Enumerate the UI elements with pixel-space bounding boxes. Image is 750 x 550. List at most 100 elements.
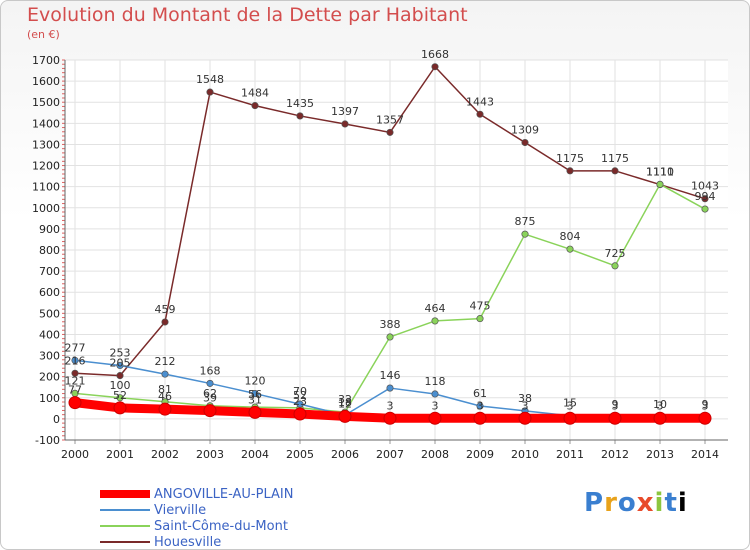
legend-label-saint-come: Saint-Côme-du-Mont bbox=[154, 518, 288, 534]
legend-label-angoville: ANGOVILLE-AU-PLAIN bbox=[154, 486, 294, 502]
legend-item-saint-come: Saint-Côme-du-Mont bbox=[100, 518, 293, 534]
y-tick-label: 200 bbox=[39, 371, 60, 384]
chart-title: Evolution du Montant de la Dette par Hab… bbox=[27, 4, 468, 26]
data-label-angoville: 3 bbox=[522, 399, 529, 412]
legend-swatch-houesville bbox=[100, 541, 150, 543]
x-tick-label: 2000 bbox=[61, 448, 89, 461]
data-point-houesville bbox=[566, 167, 574, 175]
data-label-houesville: 216 bbox=[65, 354, 86, 367]
y-tick-label: 1200 bbox=[32, 160, 60, 173]
x-tick-label: 2001 bbox=[106, 448, 134, 461]
data-point-houesville bbox=[341, 120, 349, 128]
x-tick-label: 2012 bbox=[601, 448, 629, 461]
x-tick-label: 2005 bbox=[286, 448, 314, 461]
legend-swatch-vierville bbox=[100, 509, 150, 511]
data-label-houesville: 205 bbox=[110, 357, 131, 370]
data-point-angoville bbox=[248, 405, 262, 419]
data-label-angoville: 3 bbox=[702, 399, 709, 412]
data-label-houesville: 1435 bbox=[286, 97, 314, 110]
data-label-saint-come: 100 bbox=[110, 379, 131, 392]
data-label-saint-come: 1111 bbox=[646, 165, 674, 178]
y-tick-label: 1100 bbox=[32, 181, 60, 194]
x-tick-label: 2009 bbox=[466, 448, 494, 461]
data-point-houesville bbox=[251, 102, 259, 110]
data-label-angoville: 3 bbox=[477, 399, 484, 412]
data-label-houesville: 1043 bbox=[691, 180, 719, 193]
data-point-vierville bbox=[116, 361, 124, 370]
x-tick-label: 2010 bbox=[511, 448, 539, 461]
data-label-vierville: 253 bbox=[110, 346, 131, 359]
data-label-houesville: 1668 bbox=[421, 48, 449, 61]
data-label-vierville: 120 bbox=[245, 375, 266, 388]
data-label-saint-come: 62 bbox=[203, 387, 217, 400]
y-tick-label: 600 bbox=[39, 286, 60, 299]
data-point-angoville bbox=[608, 411, 622, 425]
data-point-houesville bbox=[611, 167, 619, 175]
data-label-vierville: 61 bbox=[473, 387, 487, 400]
data-label-vierville: 9 bbox=[702, 398, 709, 411]
data-label-vierville: 168 bbox=[200, 364, 221, 377]
data-point-angoville bbox=[203, 404, 217, 418]
legend-item-vierville: Vierville bbox=[100, 502, 293, 518]
data-label-angoville: 31 bbox=[248, 393, 262, 406]
data-point-houesville bbox=[116, 372, 124, 380]
y-tick-label: -100 bbox=[35, 434, 60, 447]
x-tick-label: 2002 bbox=[151, 448, 179, 461]
y-tick-label: 1400 bbox=[32, 117, 60, 130]
legend-swatch-angoville bbox=[100, 490, 150, 498]
data-label-saint-come: 475 bbox=[470, 300, 491, 313]
y-tick-label: 400 bbox=[39, 328, 60, 341]
data-point-houesville bbox=[521, 138, 529, 147]
data-point-angoville bbox=[473, 411, 487, 425]
data-point-vierville bbox=[476, 402, 484, 410]
legend-item-angoville: ANGOVILLE-AU-PLAIN bbox=[100, 486, 293, 502]
data-label-saint-come: 875 bbox=[515, 215, 536, 228]
y-tick-label: 300 bbox=[39, 350, 60, 363]
legend-swatch-saint-come bbox=[100, 525, 150, 527]
data-point-saint-come bbox=[476, 315, 484, 323]
data-point-angoville bbox=[383, 411, 397, 425]
data-label-angoville: 3 bbox=[657, 399, 664, 412]
data-point-angoville bbox=[428, 411, 442, 425]
data-point-angoville bbox=[518, 411, 532, 425]
data-label-houesville: 1110 bbox=[646, 166, 674, 179]
data-label-saint-come: 56 bbox=[248, 388, 262, 401]
x-tick-label: 2007 bbox=[376, 448, 404, 461]
y-tick-label: 700 bbox=[39, 265, 60, 278]
data-label-angoville: 12 bbox=[338, 397, 352, 410]
data-label-angoville: 52 bbox=[113, 389, 127, 402]
data-point-houesville bbox=[161, 318, 169, 326]
data-point-houesville bbox=[206, 88, 214, 96]
legend-label-houesville: Houesville bbox=[154, 534, 222, 550]
data-point-houesville bbox=[296, 112, 304, 120]
data-point-saint-come bbox=[656, 180, 664, 188]
data-point-vierville bbox=[161, 370, 169, 378]
data-label-saint-come: 464 bbox=[425, 302, 446, 315]
chart-subtitle: (en €) bbox=[27, 28, 60, 41]
data-point-vierville bbox=[296, 400, 304, 408]
data-point-angoville bbox=[158, 402, 172, 416]
data-point-angoville bbox=[68, 396, 82, 410]
x-tick-label: 2006 bbox=[331, 448, 359, 461]
x-tick-label: 2004 bbox=[241, 448, 269, 461]
data-label-angoville: 77 bbox=[68, 384, 82, 397]
x-tick-label: 2011 bbox=[556, 448, 584, 461]
y-tick-label: 1500 bbox=[32, 96, 60, 109]
legend-label-vierville: Vierville bbox=[154, 502, 207, 518]
x-tick-label: 2014 bbox=[691, 448, 719, 461]
proxiti-logo: Proxiti bbox=[584, 488, 688, 518]
data-label-angoville: 3 bbox=[612, 399, 619, 412]
data-point-saint-come bbox=[116, 394, 124, 402]
y-tick-label: 1300 bbox=[32, 138, 60, 151]
data-label-vierville: 118 bbox=[425, 375, 446, 388]
data-label-houesville: 1175 bbox=[601, 152, 629, 165]
data-point-saint-come bbox=[566, 245, 574, 253]
y-tick-label: 800 bbox=[39, 244, 60, 257]
data-label-houesville: 1443 bbox=[466, 95, 494, 108]
data-label-houesville: 1548 bbox=[196, 73, 224, 86]
data-label-vierville: 10 bbox=[653, 398, 667, 411]
data-point-saint-come bbox=[521, 230, 529, 238]
data-point-saint-come bbox=[701, 205, 709, 213]
data-label-vierville: 9 bbox=[612, 398, 619, 411]
legend-item-houesville: Houesville bbox=[100, 534, 293, 550]
